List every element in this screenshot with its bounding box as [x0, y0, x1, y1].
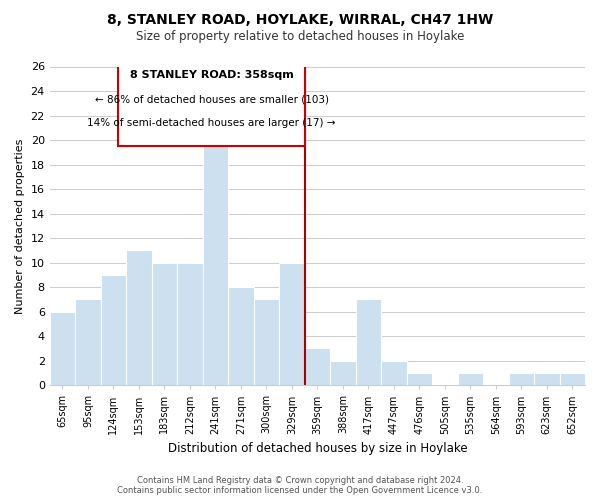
- Text: 14% of semi-detached houses are larger (17) →: 14% of semi-detached houses are larger (…: [87, 118, 336, 128]
- Bar: [75, 300, 101, 386]
- Bar: [228, 287, 254, 386]
- Bar: [330, 360, 356, 386]
- Bar: [509, 373, 534, 386]
- Bar: [407, 373, 432, 386]
- Text: 8 STANLEY ROAD: 358sqm: 8 STANLEY ROAD: 358sqm: [130, 70, 293, 80]
- Text: Size of property relative to detached houses in Hoylake: Size of property relative to detached ho…: [136, 30, 464, 43]
- Text: Contains HM Land Registry data © Crown copyright and database right 2024.
Contai: Contains HM Land Registry data © Crown c…: [118, 476, 482, 495]
- Bar: [203, 116, 228, 386]
- Bar: [126, 250, 152, 386]
- Y-axis label: Number of detached properties: Number of detached properties: [15, 138, 25, 314]
- Bar: [152, 262, 177, 386]
- Bar: [381, 360, 407, 386]
- Bar: [305, 348, 330, 386]
- Bar: [534, 373, 560, 386]
- FancyBboxPatch shape: [118, 64, 305, 146]
- Text: 8, STANLEY ROAD, HOYLAKE, WIRRAL, CH47 1HW: 8, STANLEY ROAD, HOYLAKE, WIRRAL, CH47 1…: [107, 12, 493, 26]
- Text: ← 86% of detached houses are smaller (103): ← 86% of detached houses are smaller (10…: [95, 94, 329, 104]
- Bar: [356, 300, 381, 386]
- Bar: [560, 373, 585, 386]
- Bar: [101, 275, 126, 386]
- Bar: [254, 300, 279, 386]
- Bar: [458, 373, 483, 386]
- Bar: [279, 262, 305, 386]
- Bar: [50, 312, 75, 386]
- Bar: [177, 262, 203, 386]
- X-axis label: Distribution of detached houses by size in Hoylake: Distribution of detached houses by size …: [167, 442, 467, 455]
